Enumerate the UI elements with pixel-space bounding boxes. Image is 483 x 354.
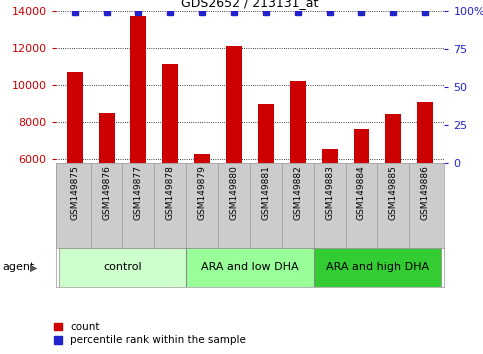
Bar: [385, 114, 401, 270]
Legend: count, percentile rank within the sample: count, percentile rank within the sample: [54, 322, 246, 345]
Text: GSM149886: GSM149886: [421, 165, 430, 220]
Bar: [290, 81, 306, 270]
Text: GSM149875: GSM149875: [70, 165, 79, 220]
Text: GSM149879: GSM149879: [198, 165, 207, 220]
Bar: [130, 16, 146, 270]
Bar: [99, 113, 114, 270]
Text: ARA and low DHA: ARA and low DHA: [201, 262, 299, 272]
Bar: [226, 46, 242, 270]
Bar: [67, 72, 83, 270]
Bar: [313, 248, 441, 287]
Bar: [186, 248, 313, 287]
Text: control: control: [103, 262, 142, 272]
Bar: [194, 154, 210, 270]
Text: GSM149880: GSM149880: [229, 165, 239, 220]
Text: GSM149877: GSM149877: [134, 165, 143, 220]
Text: GSM149876: GSM149876: [102, 165, 111, 220]
Text: GSM149884: GSM149884: [357, 165, 366, 220]
Bar: [417, 102, 433, 270]
Bar: [162, 63, 178, 270]
Text: GSM149878: GSM149878: [166, 165, 175, 220]
Text: GSM149885: GSM149885: [389, 165, 398, 220]
Text: ▶: ▶: [30, 262, 38, 272]
Title: GDS2652 / 213131_at: GDS2652 / 213131_at: [181, 0, 319, 10]
Text: ARA and high DHA: ARA and high DHA: [326, 262, 429, 272]
Bar: [354, 130, 369, 270]
Bar: [322, 149, 338, 270]
Bar: [59, 248, 186, 287]
Text: GSM149883: GSM149883: [325, 165, 334, 220]
Text: GSM149881: GSM149881: [261, 165, 270, 220]
Text: GSM149882: GSM149882: [293, 165, 302, 220]
Text: agent: agent: [2, 262, 35, 272]
Bar: [258, 104, 274, 270]
